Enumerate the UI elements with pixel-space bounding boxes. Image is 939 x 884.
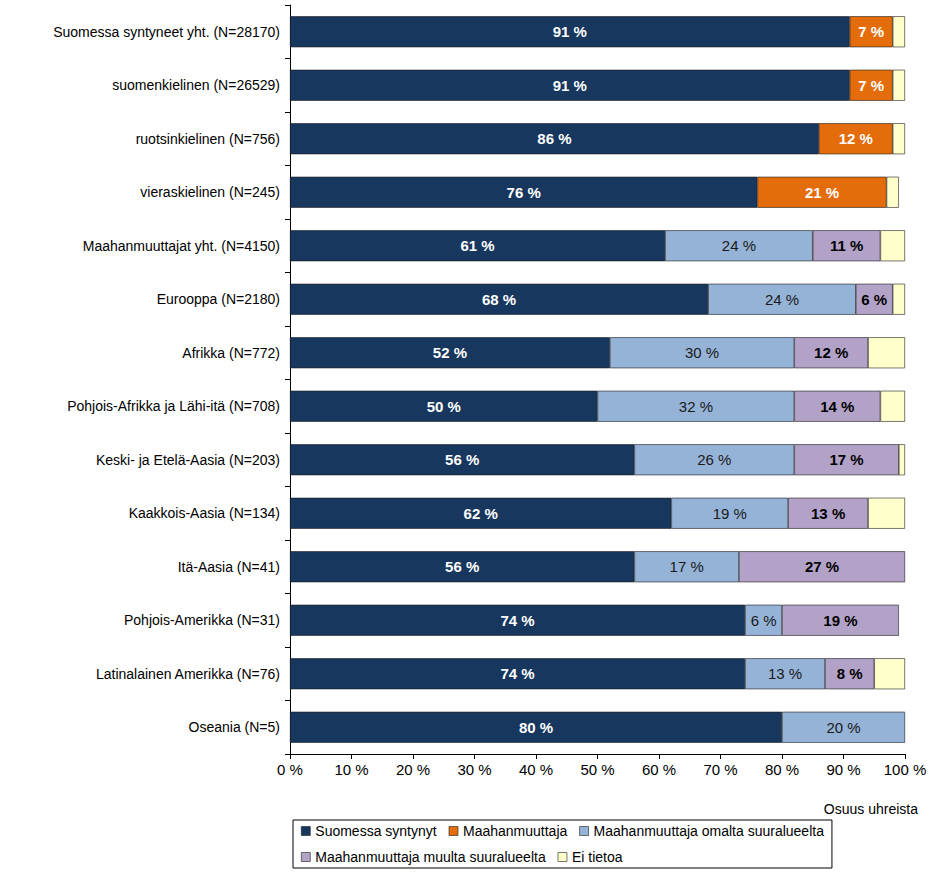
svg-text:Osuus uhreista: Osuus uhreista bbox=[824, 801, 918, 817]
svg-text:13 %: 13 % bbox=[811, 505, 845, 522]
svg-text:12 %: 12 % bbox=[814, 344, 848, 361]
svg-text:14 %: 14 % bbox=[820, 398, 854, 415]
svg-text:56 %: 56 % bbox=[445, 558, 479, 575]
svg-text:20 %: 20 % bbox=[396, 761, 430, 778]
svg-text:60 %: 60 % bbox=[642, 761, 676, 778]
svg-text:30 %: 30 % bbox=[685, 344, 719, 361]
svg-text:91 %: 91 % bbox=[553, 77, 587, 94]
svg-text:50 %: 50 % bbox=[427, 398, 461, 415]
svg-text:7 %: 7 % bbox=[858, 23, 884, 40]
svg-text:vieraskielinen (N=245): vieraskielinen (N=245) bbox=[140, 184, 280, 200]
svg-text:7 %: 7 % bbox=[858, 77, 884, 94]
svg-text:61 %: 61 % bbox=[460, 237, 494, 254]
svg-text:24 %: 24 % bbox=[722, 237, 756, 254]
svg-text:40 %: 40 % bbox=[519, 761, 553, 778]
svg-text:76 %: 76 % bbox=[507, 184, 541, 201]
svg-text:6 %: 6 % bbox=[861, 291, 887, 308]
svg-text:13 %: 13 % bbox=[768, 665, 802, 682]
svg-text:21 %: 21 % bbox=[805, 184, 839, 201]
svg-text:Maahanmuuttajat yht. (N=4150): Maahanmuuttajat yht. (N=4150) bbox=[83, 238, 280, 254]
svg-text:100 %: 100 % bbox=[884, 761, 927, 778]
svg-text:Suomessa syntyneet yht. (N=281: Suomessa syntyneet yht. (N=28170) bbox=[53, 24, 280, 40]
svg-text:12 %: 12 % bbox=[839, 130, 873, 147]
svg-text:Latinalainen Amerikka (N=76): Latinalainen Amerikka (N=76) bbox=[96, 666, 280, 682]
svg-text:26 %: 26 % bbox=[697, 451, 731, 468]
svg-text:ruotsinkielinen (N=756): ruotsinkielinen (N=756) bbox=[136, 131, 280, 147]
svg-text:suomenkielinen (N=26529): suomenkielinen (N=26529) bbox=[112, 77, 280, 93]
svg-text:91 %: 91 % bbox=[553, 23, 587, 40]
svg-text:32 %: 32 % bbox=[679, 398, 713, 415]
svg-text:50 %: 50 % bbox=[580, 761, 614, 778]
svg-text:11 %: 11 % bbox=[830, 237, 863, 254]
svg-text:8 %: 8 % bbox=[837, 665, 863, 682]
svg-text:Keski- ja Etelä-Aasia (N=203): Keski- ja Etelä-Aasia (N=203) bbox=[96, 452, 280, 468]
svg-text:62 %: 62 % bbox=[464, 505, 498, 522]
svg-text:90 %: 90 % bbox=[826, 761, 860, 778]
svg-text:24 %: 24 % bbox=[765, 291, 799, 308]
svg-text:19 %: 19 % bbox=[823, 612, 857, 629]
svg-text:Itä-Aasia (N=41): Itä-Aasia (N=41) bbox=[178, 559, 280, 575]
svg-text:Maahanmuuttaja muulta suuralue: Maahanmuuttaja muulta suuralueelta bbox=[315, 849, 546, 865]
svg-text:30 %: 30 % bbox=[457, 761, 491, 778]
svg-text:Eurooppa (N=2180): Eurooppa (N=2180) bbox=[157, 291, 280, 307]
svg-text:Pohjois-Afrikka ja Lähi-itä (N: Pohjois-Afrikka ja Lähi-itä (N=708) bbox=[67, 398, 280, 414]
svg-text:Ei tietoa: Ei tietoa bbox=[572, 849, 623, 865]
svg-text:Maahanmuuttaja: Maahanmuuttaja bbox=[463, 823, 568, 839]
svg-text:68 %: 68 % bbox=[482, 291, 516, 308]
svg-text:74 %: 74 % bbox=[500, 612, 534, 629]
svg-text:56 %: 56 % bbox=[445, 451, 479, 468]
svg-text:0 %: 0 % bbox=[277, 761, 303, 778]
svg-text:86 %: 86 % bbox=[537, 130, 571, 147]
svg-text:17 %: 17 % bbox=[670, 558, 704, 575]
svg-text:27 %: 27 % bbox=[805, 558, 839, 575]
svg-text:70 %: 70 % bbox=[703, 761, 737, 778]
svg-text:74 %: 74 % bbox=[500, 665, 534, 682]
svg-text:6 %: 6 % bbox=[751, 612, 777, 629]
svg-text:80 %: 80 % bbox=[765, 761, 799, 778]
svg-text:Oseania (N=5): Oseania (N=5) bbox=[189, 719, 280, 735]
svg-text:80 %: 80 % bbox=[519, 719, 553, 736]
svg-text:Pohjois-Amerikka (N=31): Pohjois-Amerikka (N=31) bbox=[124, 612, 280, 628]
svg-text:10 %: 10 % bbox=[334, 761, 368, 778]
svg-text:52 %: 52 % bbox=[433, 344, 467, 361]
svg-text:Maahanmuuttaja omalta suuralue: Maahanmuuttaja omalta suuralueelta bbox=[594, 823, 825, 839]
svg-text:Afrikka (N=772): Afrikka (N=772) bbox=[182, 345, 280, 361]
svg-text:Suomessa syntynyt: Suomessa syntynyt bbox=[315, 823, 436, 839]
svg-text:20 %: 20 % bbox=[826, 719, 860, 736]
svg-text:Kaakkois-Aasia (N=134): Kaakkois-Aasia (N=134) bbox=[129, 505, 280, 521]
svg-text:17 %: 17 % bbox=[829, 451, 863, 468]
svg-text:19 %: 19 % bbox=[713, 505, 747, 522]
